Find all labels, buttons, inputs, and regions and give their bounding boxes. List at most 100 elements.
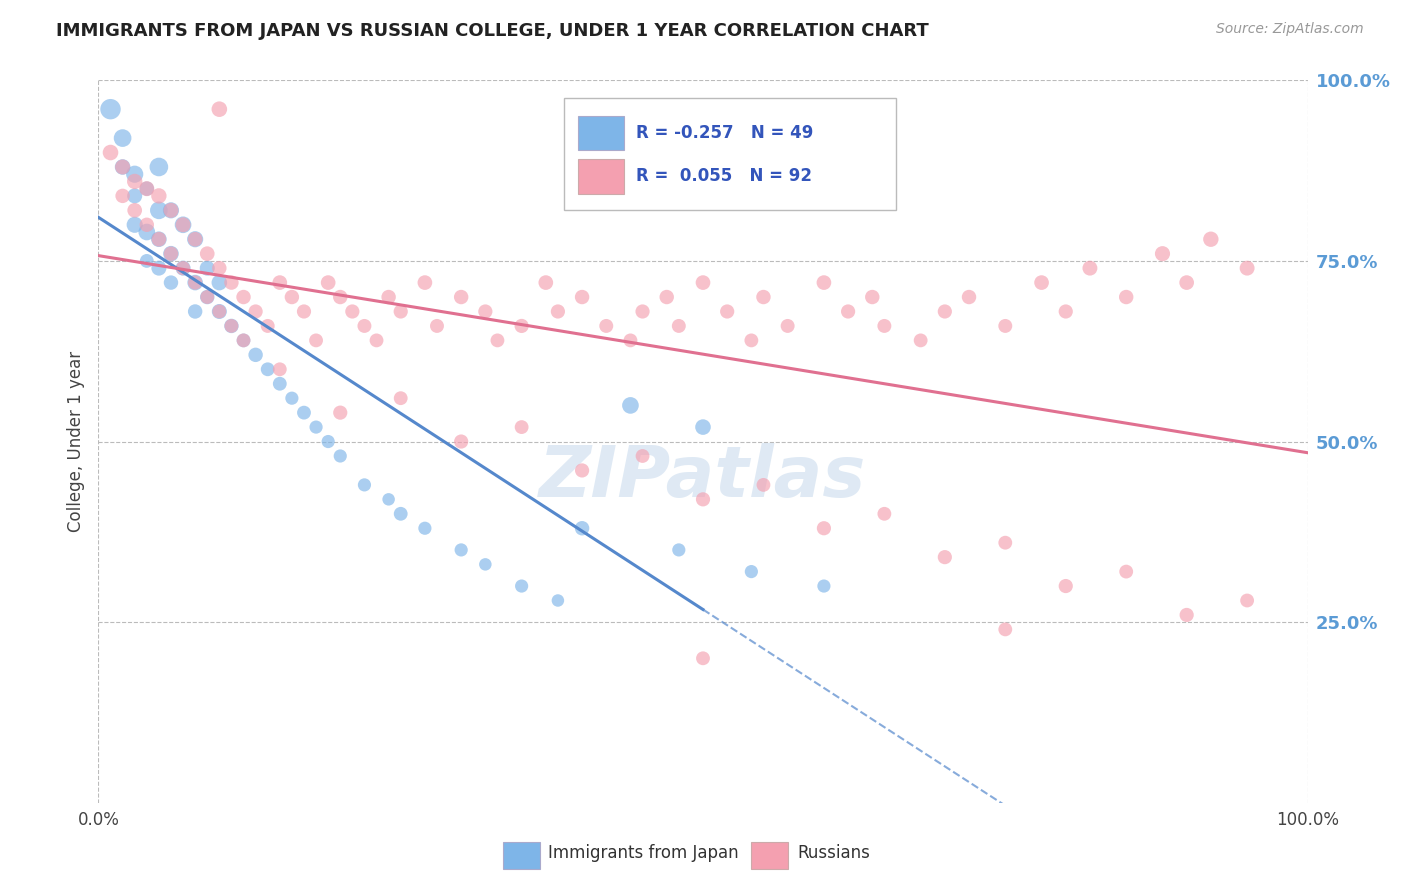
Point [195, 246, 218, 260]
Point [195, 261, 218, 276]
Point [148, 232, 170, 246]
Point [692, 420, 714, 434]
Point [208, 304, 231, 318]
Point [389, 507, 412, 521]
Point [148, 203, 170, 218]
Point [148, 232, 170, 246]
Point [547, 593, 569, 607]
Point [619, 398, 641, 412]
Point [740, 334, 762, 348]
Point [195, 290, 218, 304]
Point [934, 304, 956, 318]
Point [1175, 607, 1198, 622]
Point [571, 463, 593, 477]
Point [1236, 593, 1258, 607]
Point [776, 318, 799, 333]
Point [281, 290, 304, 304]
Point [619, 334, 641, 348]
Point [148, 160, 170, 174]
Point [752, 290, 775, 304]
Point [329, 449, 352, 463]
Point [474, 558, 496, 572]
Point [413, 521, 436, 535]
Point [450, 542, 472, 557]
Point [160, 203, 183, 218]
Point [111, 131, 134, 145]
Point [752, 478, 775, 492]
Text: R = -0.257   N = 49: R = -0.257 N = 49 [637, 124, 814, 142]
Bar [751, 842, 787, 870]
Point [860, 290, 883, 304]
Point [994, 318, 1017, 333]
Point [172, 218, 194, 232]
Point [208, 276, 231, 290]
Bar [578, 116, 624, 151]
Point [124, 174, 146, 188]
Point [510, 579, 533, 593]
Text: Immigrants from Japan: Immigrants from Japan [548, 845, 738, 863]
Point [595, 318, 617, 333]
Point [124, 203, 146, 218]
Point [655, 290, 678, 304]
Point [135, 182, 157, 196]
Point [184, 276, 207, 290]
Point [245, 304, 267, 318]
Point [366, 334, 388, 348]
Text: R =  0.055   N = 92: R = 0.055 N = 92 [637, 168, 813, 186]
Point [124, 189, 146, 203]
Point [534, 276, 557, 290]
Text: Source: ZipAtlas.com: Source: ZipAtlas.com [1216, 22, 1364, 37]
Point [305, 420, 328, 434]
Point [450, 434, 472, 449]
Point [486, 334, 509, 348]
Point [353, 478, 375, 492]
Point [547, 304, 569, 318]
Point [208, 261, 231, 276]
Point [184, 276, 207, 290]
Point [124, 167, 146, 181]
Point [910, 334, 932, 348]
Point [1054, 304, 1077, 318]
Point [813, 521, 835, 535]
Point [184, 232, 207, 246]
Point [256, 362, 278, 376]
Point [571, 521, 593, 535]
Point [292, 406, 315, 420]
Point [1054, 579, 1077, 593]
Point [221, 276, 243, 290]
Point [316, 434, 339, 449]
Point [1175, 276, 1198, 290]
Point [208, 304, 231, 318]
Point [245, 348, 267, 362]
Point [195, 290, 218, 304]
Point [510, 318, 533, 333]
Point [813, 276, 835, 290]
Point [160, 246, 183, 260]
Point [111, 160, 134, 174]
Point [160, 203, 183, 218]
Point [124, 218, 146, 232]
Point [837, 304, 859, 318]
Text: ZIPatlas: ZIPatlas [540, 443, 866, 512]
Point [450, 290, 472, 304]
Point [413, 276, 436, 290]
Point [269, 362, 291, 376]
Point [160, 276, 183, 290]
Point [329, 290, 352, 304]
Point [184, 232, 207, 246]
Point [873, 507, 896, 521]
Point [172, 218, 194, 232]
Point [631, 304, 654, 318]
Point [1199, 232, 1222, 246]
Point [1078, 261, 1101, 276]
Point [377, 290, 399, 304]
Point [232, 290, 254, 304]
Point [692, 492, 714, 507]
Point [510, 420, 533, 434]
Point [716, 304, 738, 318]
Point [184, 304, 207, 318]
Point [934, 550, 956, 565]
Point [873, 318, 896, 333]
Point [135, 218, 157, 232]
Point [135, 225, 157, 239]
